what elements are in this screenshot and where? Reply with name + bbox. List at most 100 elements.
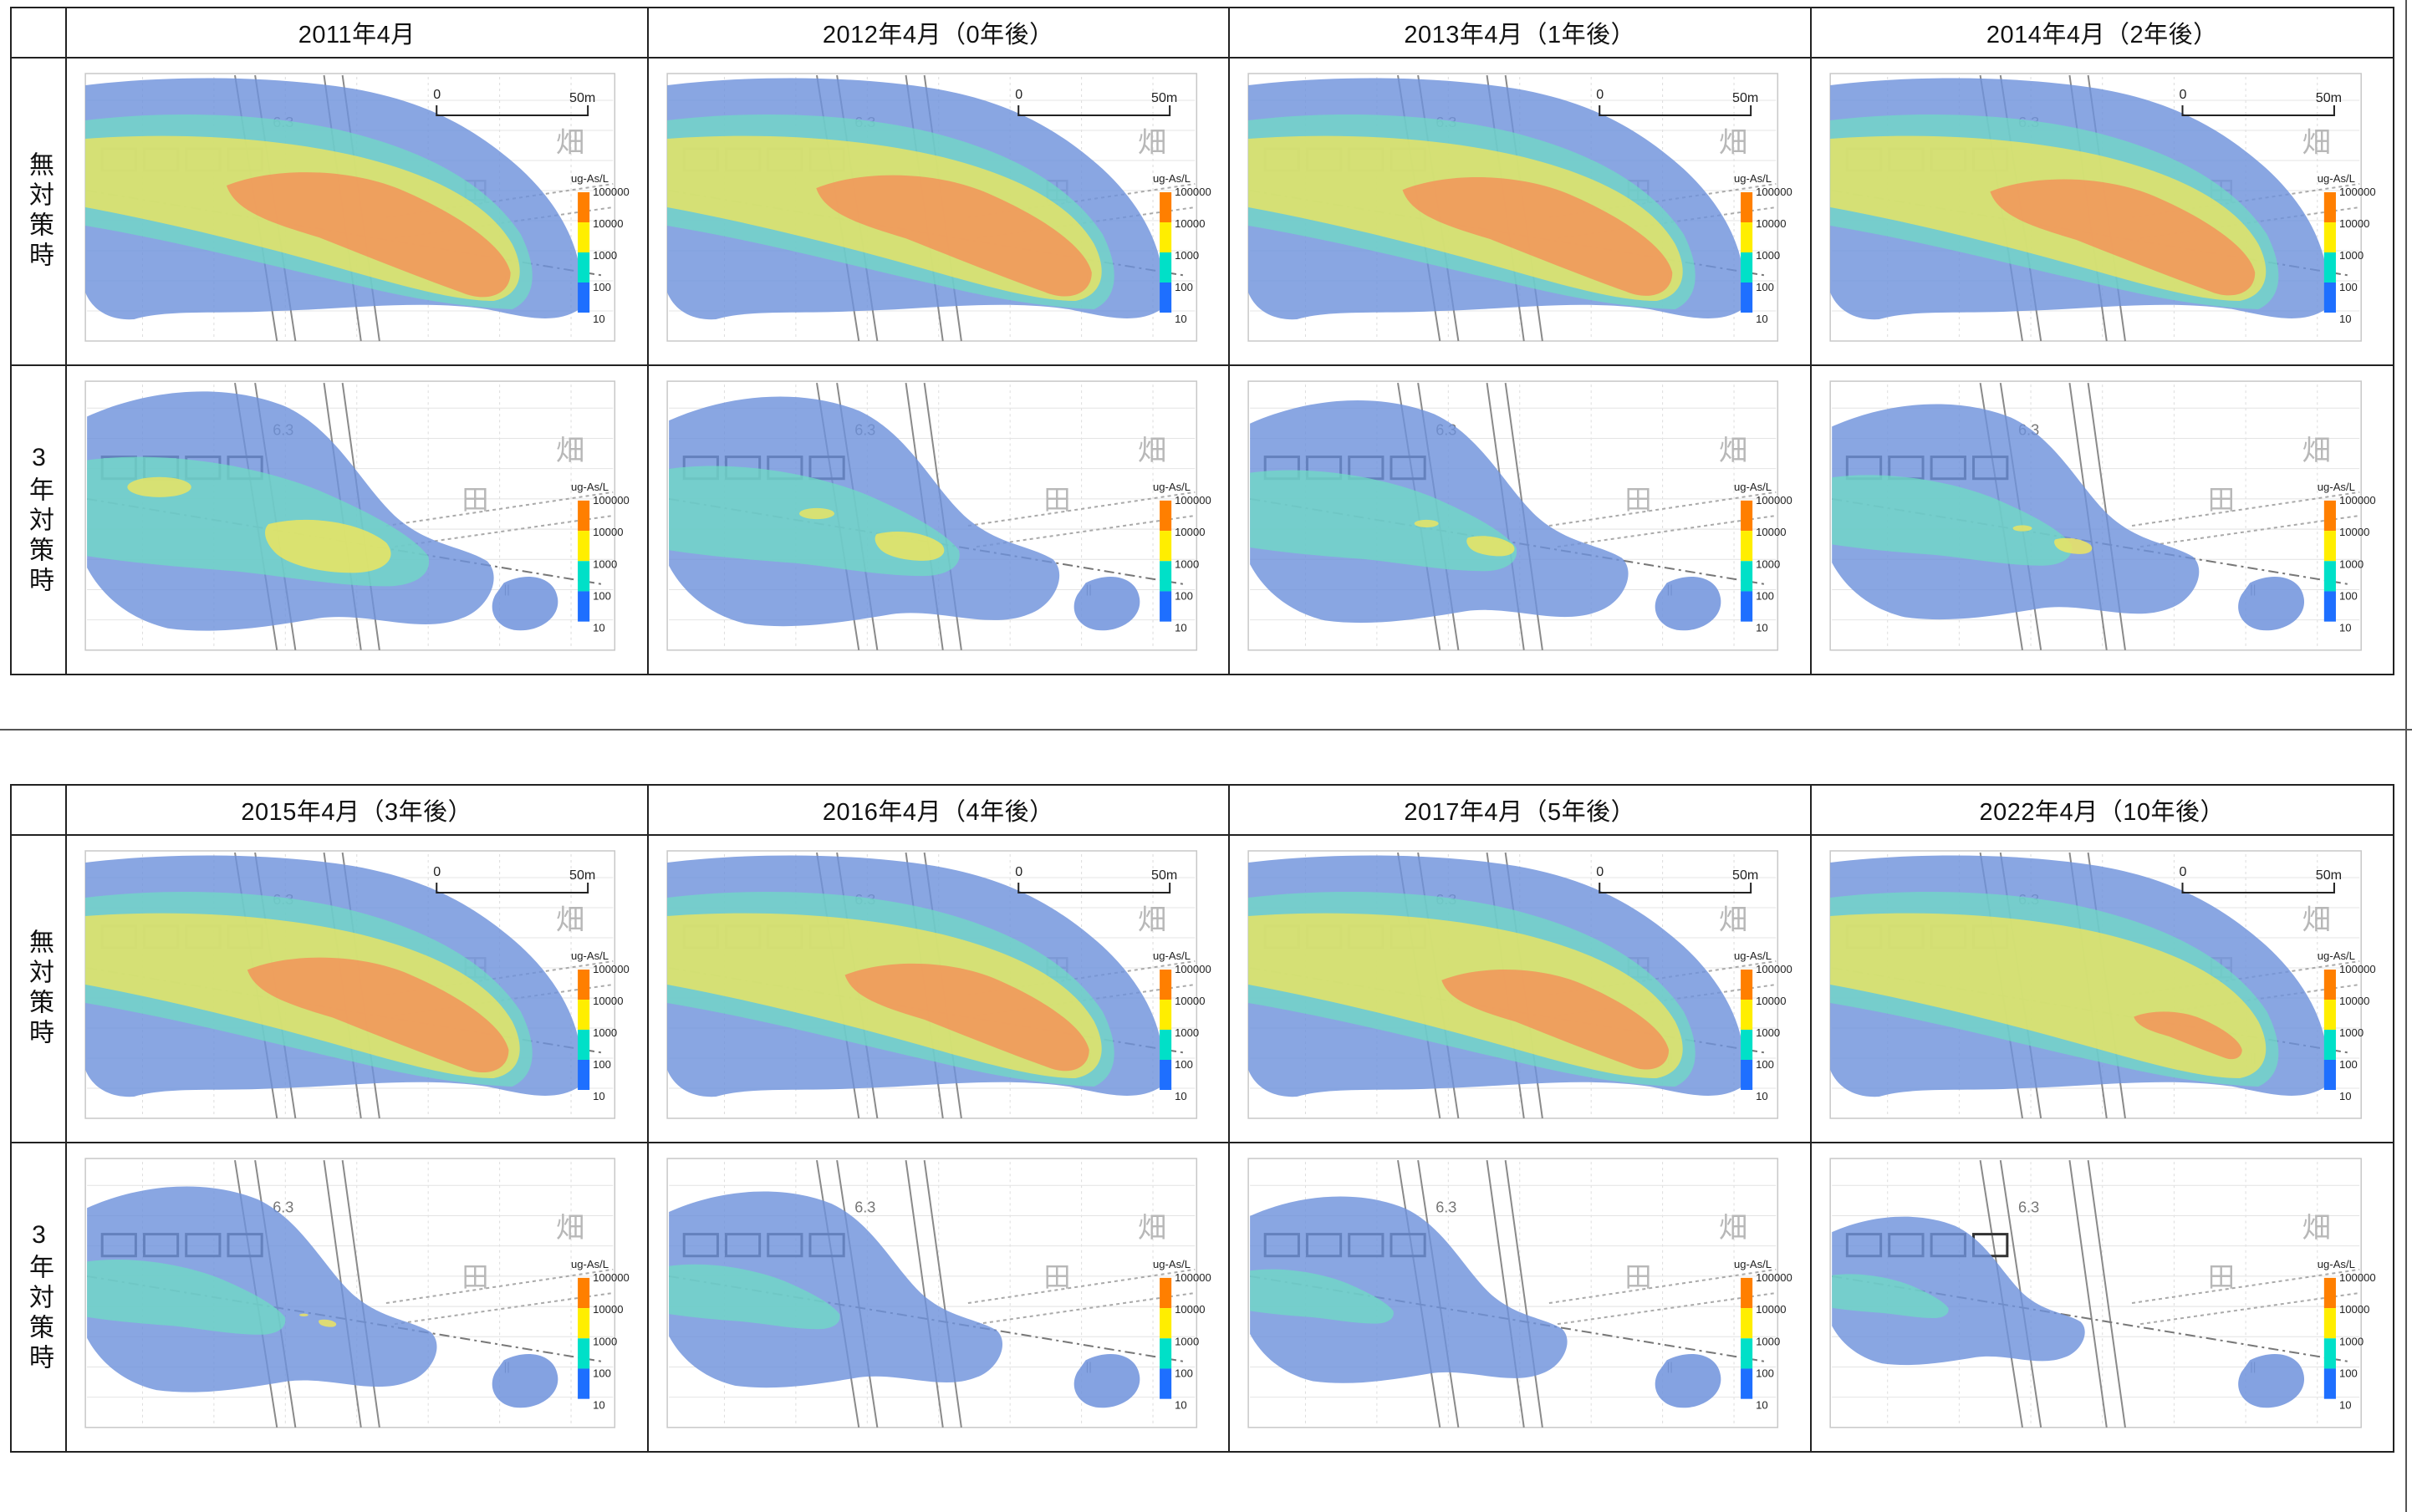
legend-color-swatch [578,192,590,222]
plume-1000-zone [798,507,834,520]
plume-10000-zone [815,175,1092,297]
legend-color-swatch [1159,1000,1171,1030]
legend-tick-label: 100 [2338,281,2357,293]
plume-10000-group [2133,1011,2242,1060]
isolated-plume-spot [2237,577,2304,631]
ditch-line [967,491,1195,548]
legend-tick-label: 1000 [1175,1026,1199,1039]
legend-color-swatch [578,561,590,592]
legend-color-swatch [578,1000,590,1030]
legend-color-swatch [578,1308,590,1339]
plume-100-zone [1831,1274,1949,1319]
corner-cell [12,786,67,836]
legend-tick-label: 100 [1175,1058,1193,1071]
legend-tick-label: 100000 [1756,963,1792,975]
legend-color-swatch [2323,252,2336,283]
plume-10-zone [668,1191,1002,1388]
corner-cell [12,8,67,59]
column-header: 2016年4月（4年後） [648,786,1230,836]
legend-tick-label: 1000 [1756,1026,1780,1039]
ditch-line [385,1268,614,1326]
legend-color-swatch [1741,1368,1753,1399]
plume-100-zone [87,1260,286,1335]
row-label-text: 無対策時 [25,151,53,272]
legend-tick-label: 10 [593,313,605,325]
plume-layers [85,855,582,1097]
field-label-ta: 田 [2207,1262,2234,1292]
scale-bar-line [436,105,589,116]
legend-tick-label: 10 [2338,313,2351,325]
field-label-hata: 畑 [2302,435,2330,467]
scale-bar-line [1017,883,1170,893]
legend-tick-label: 10000 [1175,217,1205,230]
scale-bar: 0 50m [1596,87,1758,116]
plume-100-group [1831,1274,1949,1319]
legend-unit-label: ug-As/L [571,1258,609,1270]
plume-layers [1829,855,2328,1097]
legend-tick-label: 1000 [1175,557,1199,570]
scale-end-label: 50m [2315,90,2341,105]
scale-bar-line [1017,105,1170,116]
legend-tick-label: 10 [2338,1399,2351,1412]
row-label-measure: 3年対策時 [12,1143,67,1451]
legend-color-swatch [578,500,590,532]
legend-tick-label: 100 [593,1058,611,1071]
field-label-hata: 畑 [1137,435,1165,467]
legend-tick-label: 100 [1756,590,1774,603]
legend-color-swatch [1159,252,1171,283]
legend-tick-label: 100000 [1756,1271,1792,1284]
field-label-hata: 畑 [2302,127,2330,159]
legend-color-swatch [578,1368,590,1399]
plume-1000-group [2012,525,2092,554]
legend-tick-label: 1000 [593,557,617,570]
plume-10000-zone [247,957,509,1073]
row-label-no-measure: 無対策時 [12,59,67,366]
field-label-ta: 田 [1624,1262,1651,1292]
scale-end-label: 50m [1151,868,1177,883]
plume-10000-group [1402,177,1673,296]
legend-tick-label: 10 [1756,1399,1768,1412]
legend-color-swatch [1159,500,1171,532]
legend-unit-label: ug-As/L [571,481,609,493]
scale-bar: 0 50m [1596,864,1758,893]
scale-zero-label: 0 [433,864,441,879]
plume-10-zone [87,1186,437,1392]
column-header: 2015年4月（3年後） [67,786,649,836]
legend-color-swatch [2323,192,2336,222]
scale-zero-label: 0 [2179,87,2186,102]
legend-tick-label: 1000 [593,1335,617,1347]
legend-color-swatch [1741,252,1753,283]
plume-1000-zone [2012,525,2032,532]
legend-tick-label: 100000 [593,494,630,507]
plume-1000-group [798,507,944,561]
legend-tick-label: 100000 [593,186,630,198]
isolated-plume-spot [492,1354,558,1408]
legend-tick-label: 100 [2338,590,2357,603]
scale-bar: 0 50m [1015,87,1177,116]
legend-color-swatch [1741,1277,1753,1309]
column-header: 2022年4月（10年後） [1811,786,2393,836]
legend-color-swatch [2323,283,2336,313]
column-header: 2013年4月（1年後） [1230,8,1812,59]
plume-1000-zone [875,531,944,561]
legend-color-swatch [578,252,590,283]
legend-tick-label: 10 [593,622,605,634]
field-label-ta: 田 [1043,485,1070,515]
field-label-hata: 畑 [1719,435,1747,467]
plume-10000-group [844,963,1089,1072]
scale-bar-line [2180,883,2335,893]
plume-10-group [1250,1196,1568,1383]
legend-tick-label: 100000 [2338,1271,2375,1284]
legend-color-swatch [1159,561,1171,592]
legend-tick-label: 1000 [593,249,617,262]
legend-tick-label: 100000 [2338,963,2375,975]
